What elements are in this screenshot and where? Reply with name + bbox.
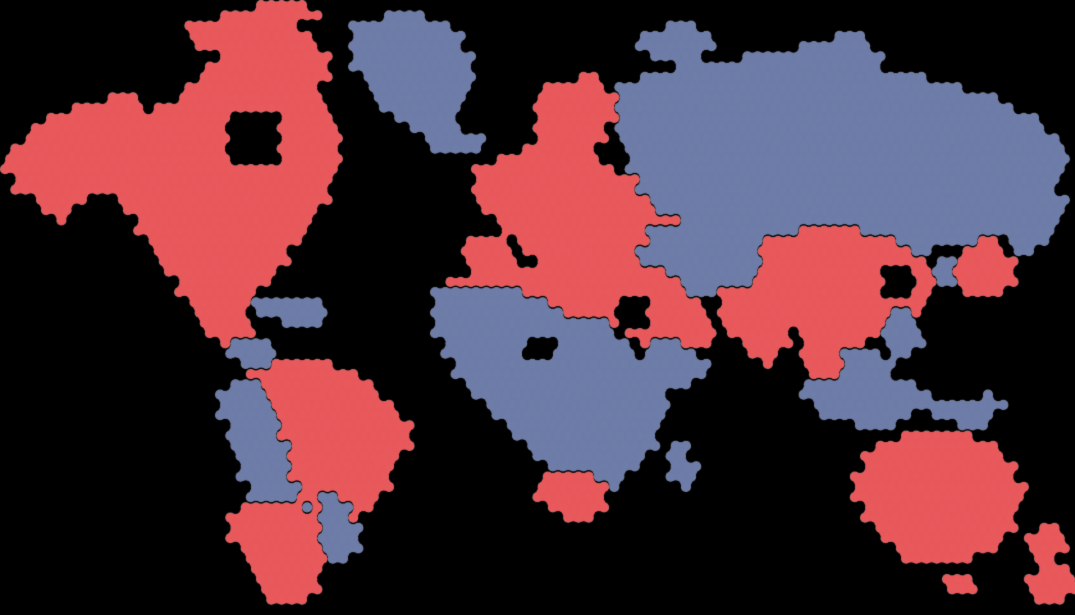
world-map-container [0,0,1075,615]
world-dot-matrix-map [0,0,1075,615]
